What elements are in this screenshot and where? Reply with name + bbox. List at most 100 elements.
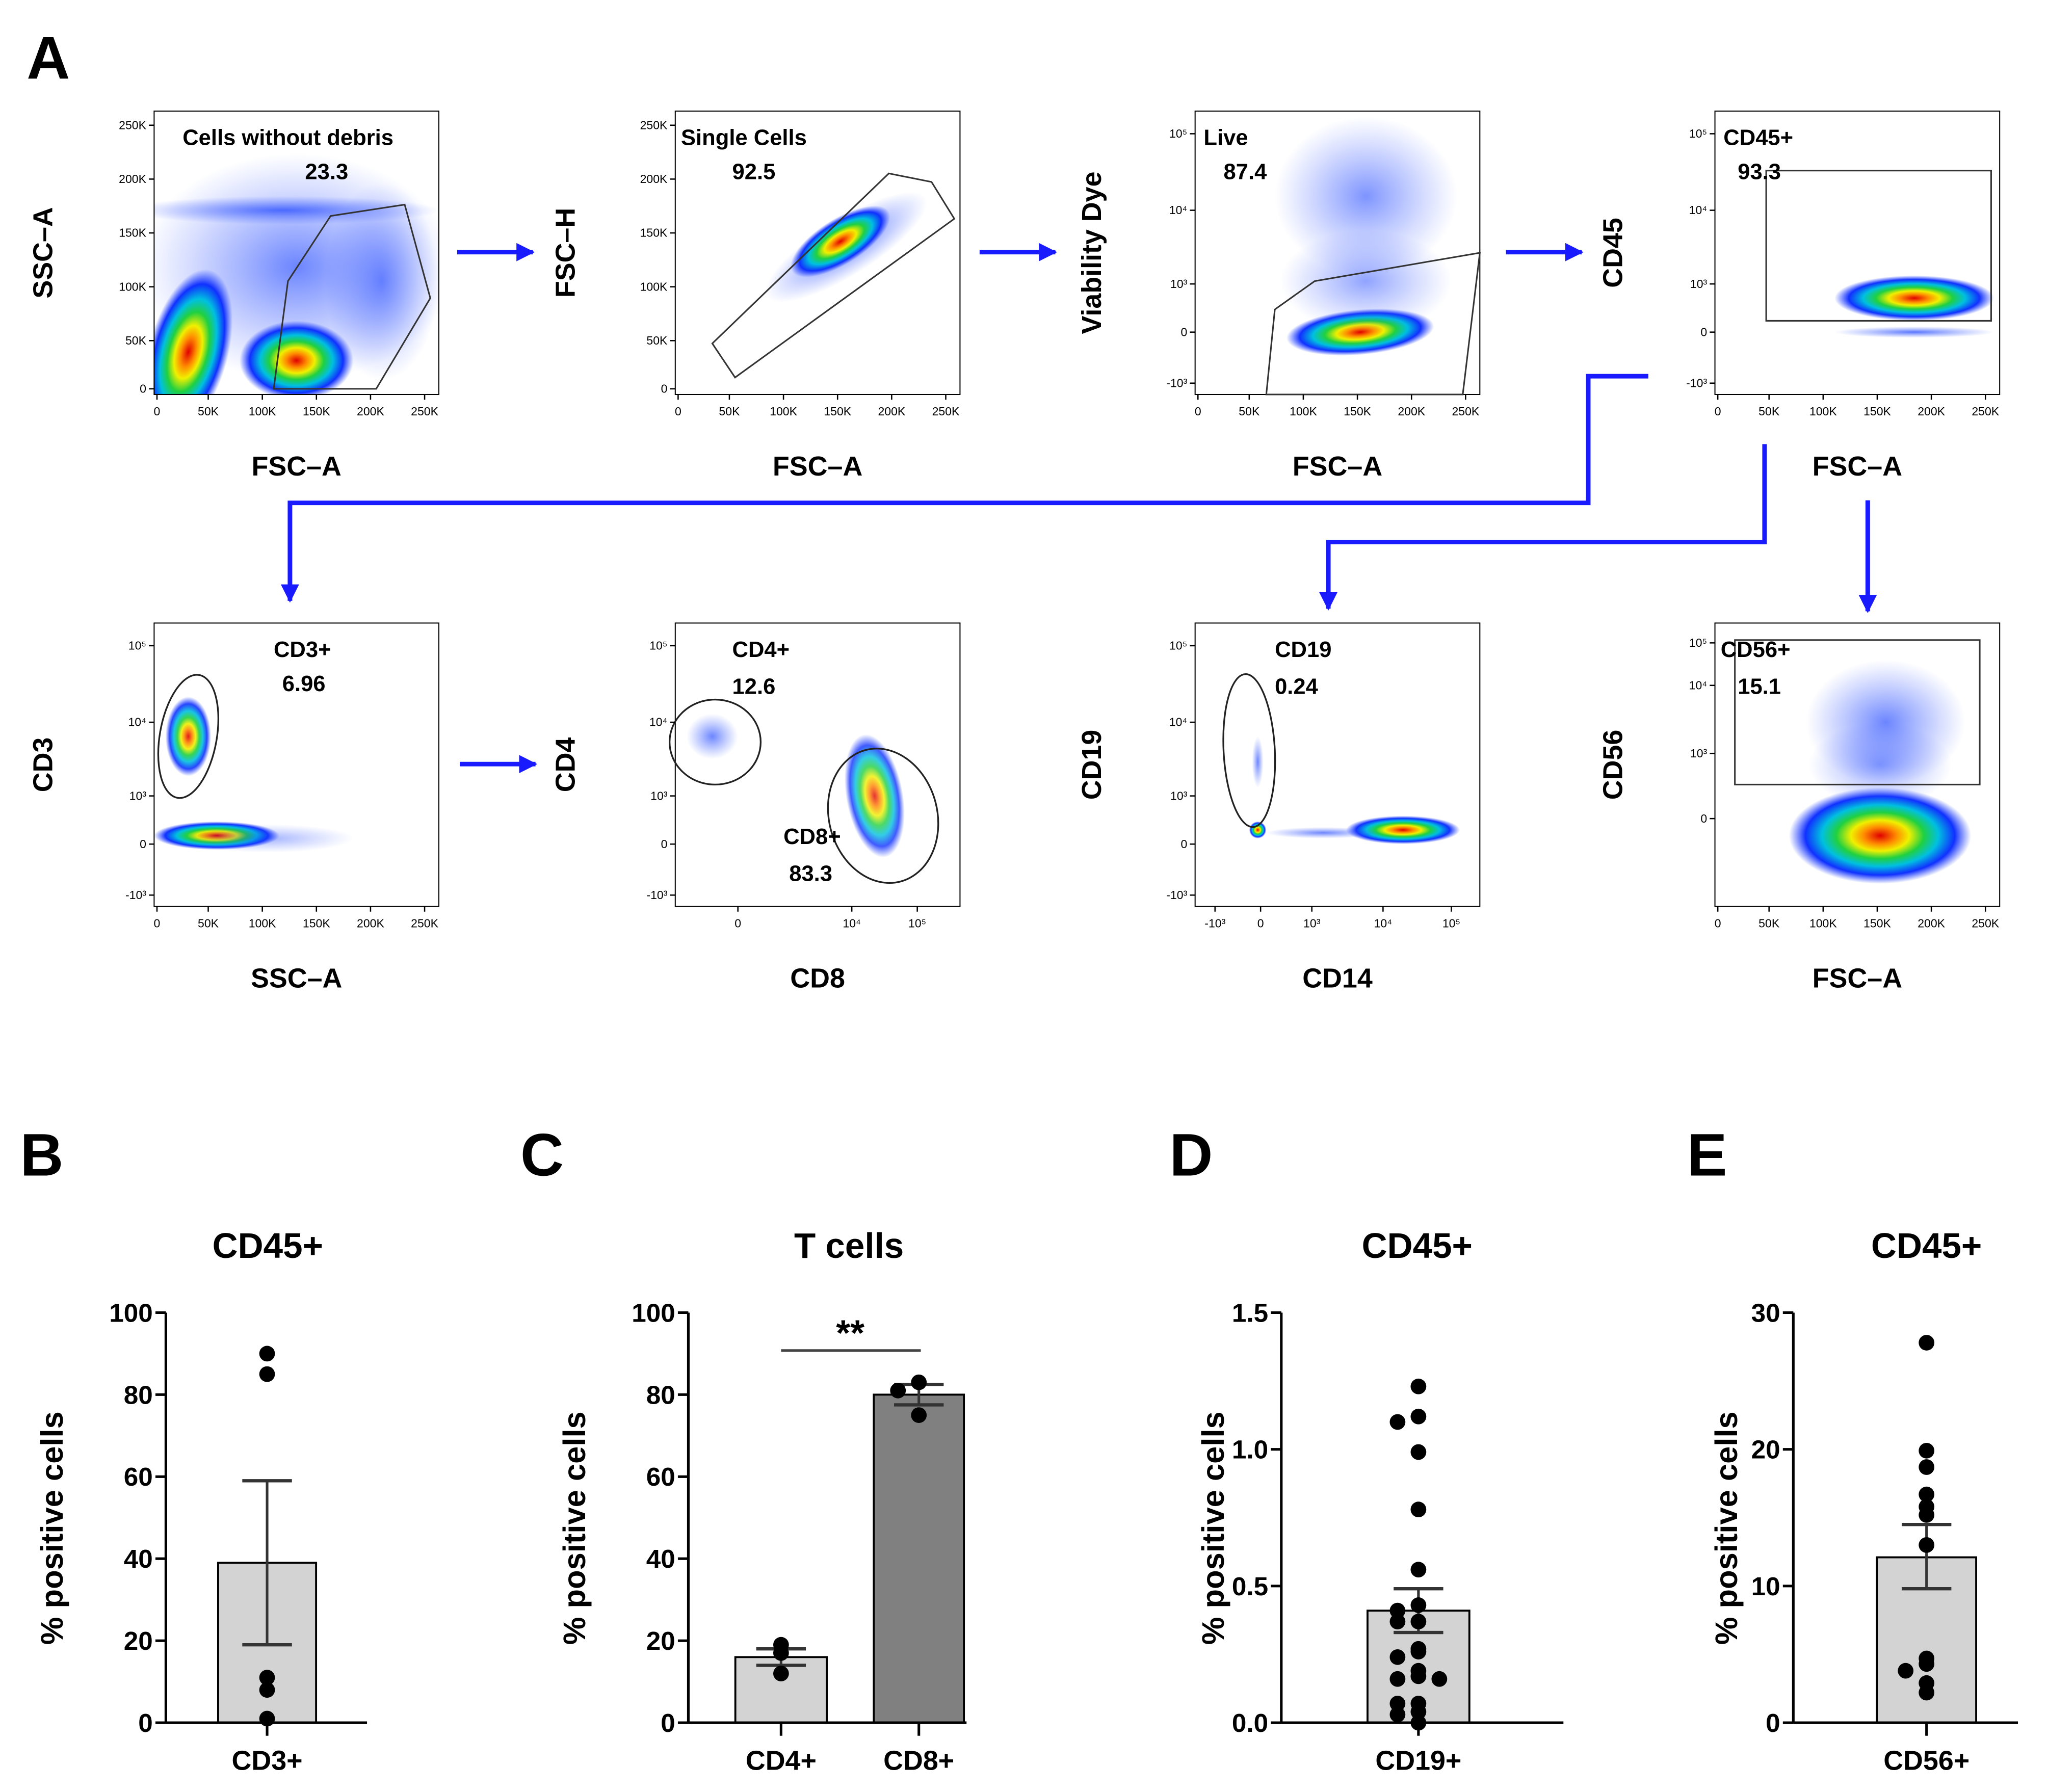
gate[interactable] [1220, 673, 1279, 828]
gate[interactable] [1765, 170, 1992, 322]
plot-frame [153, 110, 440, 396]
gate[interactable] [1265, 252, 1481, 396]
data-point [773, 1645, 789, 1661]
data-point [1919, 1684, 1935, 1701]
data-point [911, 1407, 927, 1423]
y-tick-label: 20 [124, 1626, 153, 1655]
gate-name: CD4+ [732, 638, 790, 662]
plot-frame [1714, 110, 2001, 396]
data-point [259, 1346, 275, 1362]
y-axis-label: CD4 [550, 737, 581, 793]
x-tick-label: 10³ [1303, 917, 1321, 930]
x-tick-label: 150K [1863, 917, 1891, 930]
x-tick-label: 50K [198, 405, 219, 418]
y-axis-label: % positive cells [35, 1411, 70, 1645]
flow-plot-cd3: CD3+ 6.96 0 50K 100K 150K 200K 250K 10⁵ 10⁴ 10³ 0 -1… [28, 622, 440, 993]
y-axis-label: Viability Dye [1076, 171, 1107, 334]
y-tick-label: 250K [119, 118, 146, 131]
y-axis-label: CD3 [28, 737, 58, 793]
density-scatter [687, 714, 905, 858]
x-tick-label: 150K [824, 405, 851, 418]
y-tick-label: 0 [138, 1708, 153, 1737]
data-point [1410, 1704, 1427, 1720]
x-tick-label: 0 [734, 917, 741, 930]
x-tick-label: 50K [1758, 917, 1780, 930]
x-tick-label: 200K [1398, 405, 1425, 418]
gate-percentage: 15.1 [1738, 674, 1781, 699]
x-tick-label: CD4+ [746, 1745, 817, 1776]
y-tick-label: 10⁵ [1169, 639, 1187, 652]
data-point [1919, 1656, 1935, 1672]
x-tick-label: 250K [1452, 405, 1479, 418]
data-point [1919, 1537, 1935, 1553]
y-tick-label: 0 [1700, 325, 1707, 338]
y-tick-label: 40 [646, 1544, 675, 1573]
data-point [1410, 1562, 1427, 1578]
data-point [1410, 1644, 1427, 1659]
gate[interactable] [1734, 639, 1981, 785]
gate-percentage: 92.5 [732, 160, 776, 184]
y-tick-label: 0 [661, 1708, 675, 1737]
bar-chart-B: CD45+ % positive cells 0 20 40 60 80 100 CD3+ [35, 1226, 367, 1776]
y-tick-label: 0 [140, 837, 146, 851]
gate[interactable] [668, 698, 762, 786]
bar-chart-D: CD45+ % positive cells 0.0 0.5 1.0 1.5 CD19+ [1196, 1226, 1564, 1776]
bar [873, 1393, 965, 1724]
x-axis-label: CD14 [1302, 963, 1373, 993]
x-tick-label: 10⁴ [1374, 917, 1393, 930]
gate[interactable] [813, 736, 953, 895]
y-tick-label: -10³ [646, 888, 667, 902]
gating-arrows [280, 243, 1877, 774]
chart-title: CD45+ [213, 1226, 323, 1266]
y-tick-label: 10³ [650, 789, 668, 802]
x-tick-label: 0 [675, 405, 681, 418]
data-point [1898, 1663, 1914, 1679]
y-tick-label: -10³ [1166, 888, 1187, 902]
data-point [1410, 1597, 1427, 1613]
gating-arrow [280, 374, 1648, 603]
data-point [259, 1366, 275, 1382]
density-cluster [844, 734, 905, 858]
x-tick-label: 100K [1290, 405, 1317, 418]
y-axis-label: % positive cells [557, 1411, 592, 1645]
gate[interactable] [273, 203, 431, 390]
plot-frame [1714, 622, 2001, 907]
flow-plot-ssc-a: Cells without debris 23.3 0 50K 100K 150K 200K… [28, 110, 440, 482]
plot-frame [674, 110, 961, 396]
y-tick-label: 0.0 [1232, 1708, 1268, 1737]
chart-title: T cells [794, 1226, 904, 1266]
gate-name: CD3+ [274, 638, 331, 662]
y-tick-label: 10⁵ [1689, 127, 1707, 140]
density-cluster [1808, 722, 1952, 807]
y-tick-label: 50K [125, 334, 147, 347]
x-axis-label: FSC–A [251, 451, 341, 482]
data-point [1389, 1614, 1406, 1629]
panel-letter: C [520, 1121, 564, 1188]
gate[interactable] [149, 670, 227, 803]
gate[interactable] [711, 172, 956, 379]
x-tick-label: 100K [1809, 405, 1837, 418]
gate-percentage: 93.3 [1738, 160, 1781, 184]
data-point [1389, 1706, 1406, 1723]
y-tick-label: 0 [1180, 837, 1187, 851]
density-cluster [239, 321, 354, 394]
gate-percentage: 12.6 [732, 674, 776, 699]
gate-name: CD8+ [783, 825, 841, 849]
density-scatter [154, 697, 354, 853]
data-point [1389, 1696, 1406, 1711]
data-point [1431, 1671, 1448, 1687]
y-tick-label: -10³ [125, 888, 146, 902]
density-cluster [1275, 117, 1457, 276]
flow-plot-cd19: CD19 0.24 -10³ 0 10³ 10⁴ 10⁵ 10⁵ 10⁴ 10³ 0 -10³ CD14… [1076, 622, 1481, 993]
x-axis-label: SSC–A [251, 963, 342, 993]
y-tick-label: 200K [119, 172, 146, 186]
y-tick-label: 80 [646, 1380, 675, 1409]
panel-letter: E [1687, 1121, 1727, 1188]
y-tick-label: 10⁴ [1169, 203, 1188, 217]
data-point [890, 1382, 906, 1399]
data-point [1410, 1501, 1427, 1518]
y-tick-label: -10³ [1686, 376, 1707, 389]
x-tick-label: 50K [719, 405, 740, 418]
plot-frame [153, 622, 440, 907]
chart-title: CD45+ [1871, 1226, 1982, 1266]
